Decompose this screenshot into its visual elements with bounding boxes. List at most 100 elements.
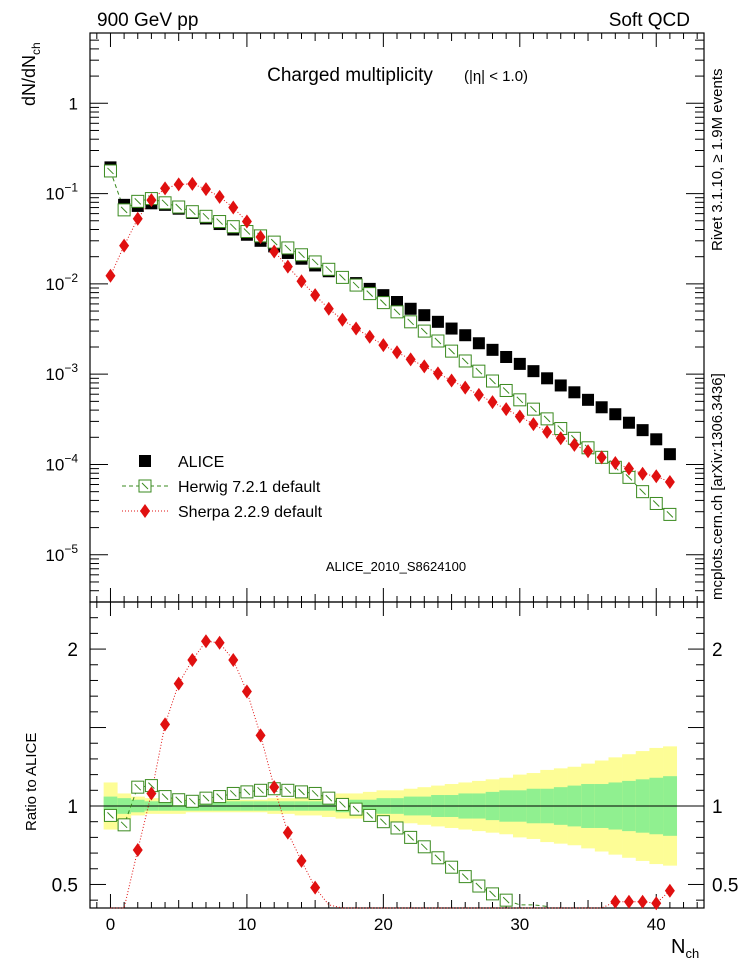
sherpa-point [228,200,239,215]
herwig-ratio-point [240,785,254,799]
alice-point [622,416,635,429]
y-tick-label: 10−1 [45,181,78,204]
sherpa-point [583,444,594,459]
side-text-bottom: mcplots.cern.ch [arXiv:1306.3436] [709,373,726,600]
marker-slash [420,327,428,335]
sherpa-point [214,189,225,204]
herwig-point [281,241,295,255]
alice-point [595,401,608,414]
marker-slash [380,299,387,306]
legend-marker-herwig-slash [141,482,149,490]
herwig-point [486,374,500,388]
legend: ALICE Herwig 7.2.1 default Sherpa 2.2.9 … [122,454,323,521]
header-left: 900 GeV pp [97,10,198,31]
marker-slash [475,367,483,375]
herwig-ratio-point [363,808,377,822]
marker-slash [120,206,128,214]
x-ticks [96,33,698,908]
marker-slash [339,801,346,808]
alice-point [513,357,526,370]
y-tick-label: 10−4 [45,451,78,474]
marker-slash [489,890,496,898]
sherpa-point [173,177,184,192]
ratio-tick-label: 1 [67,797,78,818]
marker-slash [134,198,142,205]
marker-slash [502,896,510,904]
herwig-ratio-point [404,830,418,844]
sherpa-ratio-point [160,717,171,732]
herwig-point [294,248,308,262]
sherpa-point [405,352,416,367]
marker-slash [175,203,183,211]
sherpa-point [160,181,171,196]
alice-point [527,365,540,378]
herwig-point [308,255,322,269]
herwig-ratio-point [308,786,322,800]
herwig-point [526,402,540,416]
herwig-point [213,215,227,229]
sherpa-point [610,455,621,470]
ratio-tick-label-right: 2 [712,640,723,661]
sherpa-point [323,301,334,316]
marker-slash [475,882,483,890]
sherpa-point [460,380,471,395]
ratio-panel: 0 10 20 30 40 0.5 0.5 1 1 2 2 [52,601,738,934]
sherpa-ratio-point [187,653,198,668]
sherpa-ratio-point [610,894,621,909]
herwig-point [390,305,404,319]
marker-slash [298,788,305,796]
alice-point [472,337,485,350]
sherpa-ratio-point [255,728,266,743]
sherpa-point [282,259,293,274]
herwig-point [445,344,459,358]
sherpa-ratio-point [282,825,293,840]
herwig-point [540,412,554,426]
marker-slash [502,387,510,394]
sherpa-ratio-point [214,635,225,650]
herwig-ratio-point [158,790,172,804]
sherpa-point [310,288,321,303]
ratio-tick-label-right: 1 [712,797,723,818]
herwig-point [103,164,117,178]
marker-slash [461,357,469,365]
marker-slash [175,796,183,804]
herwig-point [417,324,431,338]
sherpa-point [528,417,539,432]
header-right: Soft QCD [609,10,690,31]
marker-slash [229,223,237,231]
marker-slash [625,474,633,481]
herwig-point [199,209,213,223]
alice-point [486,343,499,356]
y-tick-label: 10−3 [45,361,78,384]
herwig-ratio-point [390,821,404,835]
marker-slash [107,812,114,819]
marker-slash [420,843,428,851]
sherpa-point [542,424,553,439]
x-axis-label: Nch [671,936,699,961]
herwig-points [103,164,677,521]
marker-slash [325,265,333,273]
x-tick-label: 40 [647,915,666,934]
herwig-ratio-point [294,785,308,799]
y-ticks [90,32,704,603]
sherpa-point [146,193,157,208]
marker-slash [216,218,223,225]
plot-title-cut: (|η| < 1.0) [464,68,528,85]
sherpa-point [378,338,389,353]
marker-slash [639,488,646,496]
marker-slash [188,208,196,216]
herwig-ratio-points [103,779,513,907]
legend-label-sherpa: Sherpa 2.2.9 default [178,504,323,521]
marker-slash [202,794,210,802]
alice-point [404,302,417,315]
herwig-point [240,225,254,239]
marker-slash [448,347,455,355]
marker-slash [366,290,374,297]
x-axis-label-sub: ch [685,946,699,961]
svg-text:Nch: Nch [671,936,699,961]
alice-point [459,329,472,342]
herwig-ratio-point [254,783,268,797]
sherpa-ratio-points [132,634,675,911]
herwig-ratio-point [281,783,295,797]
herwig-point [404,315,418,329]
